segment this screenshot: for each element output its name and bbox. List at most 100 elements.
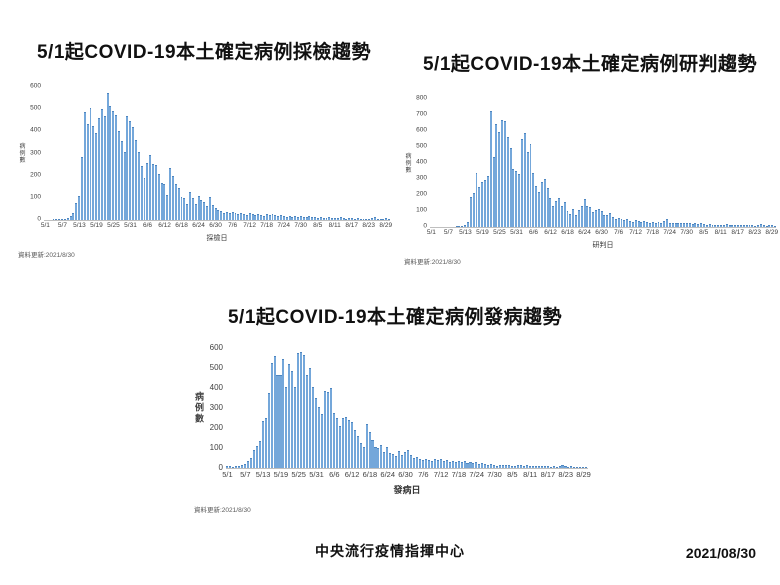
x-tick-label: 5/31 xyxy=(510,228,523,236)
x-tick-label: 8/23 xyxy=(558,469,574,479)
bar xyxy=(532,172,535,227)
bar xyxy=(353,430,356,468)
chart-onset-trend: 5/1起COVID-19本土確定病例發病趨勢 病例數 0 100 200 300 400… xyxy=(194,305,596,514)
bar xyxy=(685,222,688,227)
x-axis-ticks: 5/1 5/7 5/13 5/19 5/25 5/31 6/6 6/12 6/18 6/24 6/3… xyxy=(41,221,393,232)
bar xyxy=(55,218,58,220)
bar xyxy=(211,205,214,220)
x-tick-label: 8/29 xyxy=(379,221,393,229)
x-tick-label: 6/30 xyxy=(398,469,413,479)
bar xyxy=(217,209,220,220)
bar xyxy=(614,218,617,227)
bar xyxy=(171,176,174,220)
bar xyxy=(276,374,279,468)
bar xyxy=(140,166,143,220)
chart-title: 5/1起COVID-19本土確定病例採檢趨勢 xyxy=(36,42,372,63)
x-tick-label: 6/6 xyxy=(329,469,340,479)
bar xyxy=(323,391,327,468)
y-tick-label: 0 xyxy=(218,462,223,472)
bar xyxy=(322,217,325,220)
y-tick-label: 300 xyxy=(209,402,223,412)
bar xyxy=(597,208,600,227)
bar xyxy=(475,461,478,468)
bar xyxy=(509,148,512,227)
data-updated-note: 資料更新:2021/8/30 xyxy=(18,251,75,259)
bar xyxy=(321,414,324,468)
x-tick-label: 7/24 xyxy=(469,469,485,479)
bar xyxy=(309,367,312,468)
bar xyxy=(489,110,492,227)
bar xyxy=(451,460,454,468)
y-tick-label: 100 xyxy=(30,193,41,201)
bar xyxy=(560,205,563,227)
bar xyxy=(223,212,226,220)
bar xyxy=(331,217,334,220)
x-tick-label: 8/11 xyxy=(714,228,727,236)
x-tick-label: 7/12 xyxy=(243,221,256,229)
bar xyxy=(643,221,646,227)
bar xyxy=(132,126,135,220)
bar xyxy=(637,221,640,227)
bar xyxy=(308,216,311,220)
bar xyxy=(416,456,419,468)
bar xyxy=(725,224,728,227)
x-tick-label: 8/17 xyxy=(731,228,745,236)
bar xyxy=(69,216,72,220)
bar xyxy=(237,465,240,468)
bar xyxy=(318,407,321,468)
bar xyxy=(174,183,177,220)
bar xyxy=(567,466,570,468)
bar xyxy=(540,182,543,227)
bar xyxy=(89,107,92,220)
bar xyxy=(95,132,98,220)
bar xyxy=(376,218,379,220)
bar xyxy=(430,460,433,468)
bar xyxy=(303,354,306,468)
bar xyxy=(264,418,267,468)
bar xyxy=(503,121,506,227)
bar xyxy=(115,114,118,220)
x-axis-label: 研判日 xyxy=(592,241,614,249)
x-tick-label: 5/13 xyxy=(255,469,271,479)
bar xyxy=(552,466,555,468)
bar xyxy=(674,222,677,227)
bar xyxy=(297,352,300,468)
bar xyxy=(445,459,448,468)
bar xyxy=(579,466,582,468)
bar xyxy=(765,225,768,227)
bar xyxy=(326,392,330,468)
chart-title: 5/1起COVID-19本土確定病例發病趨勢 xyxy=(227,307,563,328)
y-tick-label: 300 xyxy=(30,148,41,156)
x-tick-label: 8/5 xyxy=(699,228,709,236)
bar xyxy=(528,465,531,468)
x-tick-label: 7/18 xyxy=(260,221,273,229)
x-tick-label: 8/23 xyxy=(748,228,762,236)
bar xyxy=(552,205,555,227)
bar xyxy=(754,225,757,227)
bar xyxy=(566,210,569,227)
bar xyxy=(668,222,671,227)
bar xyxy=(197,196,200,220)
bar xyxy=(454,461,457,468)
bar xyxy=(697,224,700,227)
bar xyxy=(231,211,234,220)
bar xyxy=(146,162,149,220)
bar xyxy=(538,191,541,227)
bar xyxy=(666,219,668,227)
footer-date: 2021/08/30 xyxy=(685,545,756,561)
bar xyxy=(245,215,248,220)
y-tick-label: 500 xyxy=(416,142,427,150)
bar xyxy=(234,466,237,468)
bar xyxy=(325,218,328,220)
x-tick-label: 7/24 xyxy=(663,228,676,236)
bar xyxy=(294,216,297,220)
y-tick-label: 200 xyxy=(416,190,427,198)
bar xyxy=(654,222,657,227)
bar xyxy=(86,123,89,220)
bar xyxy=(234,212,237,220)
bar xyxy=(267,393,270,468)
bar xyxy=(421,459,425,468)
bar xyxy=(714,224,717,227)
bar xyxy=(499,465,502,468)
bar xyxy=(226,211,228,220)
